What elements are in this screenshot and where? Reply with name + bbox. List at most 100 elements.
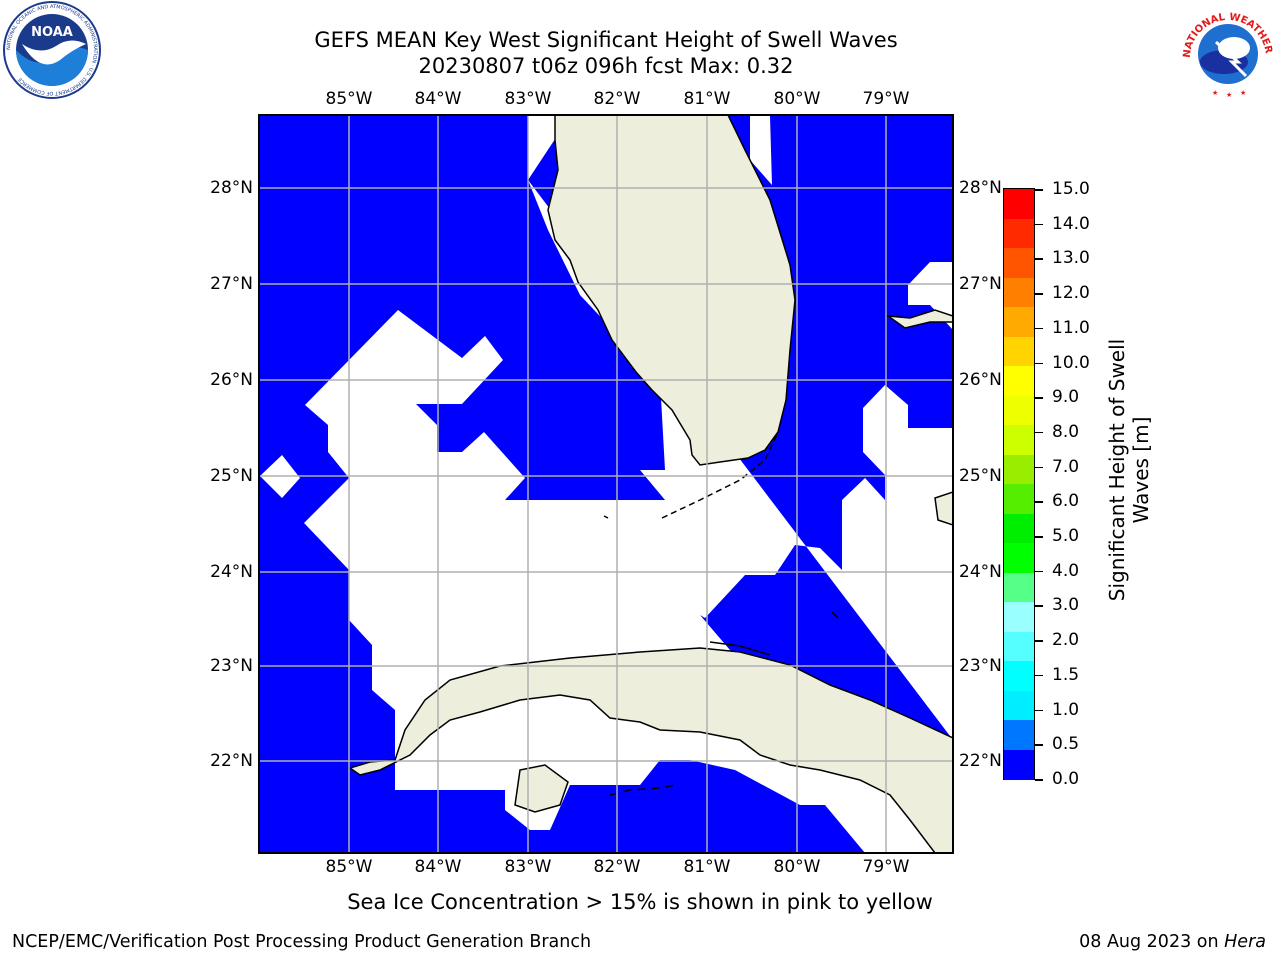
- lat-label-left: 23°N: [210, 656, 253, 676]
- svg-text:★: ★: [1226, 91, 1232, 99]
- lat-label-left: 25°N: [210, 466, 253, 486]
- colorbar-tick: [1035, 536, 1043, 538]
- colorbar-tick: [1035, 674, 1043, 677]
- lat-label-left: 26°N: [210, 370, 253, 390]
- lat-label-left: 27°N: [210, 274, 253, 294]
- colorbar-segment: [1004, 661, 1034, 691]
- lat-label-left: 24°N: [210, 562, 253, 582]
- colorbar-segment: [1004, 189, 1034, 219]
- sea-ice-note: Sea Ice Concentration > 15% is shown in …: [347, 890, 933, 914]
- colorbar-segment: [1004, 484, 1034, 514]
- colorbar-tick: [1035, 362, 1043, 365]
- map-frame: [258, 114, 954, 854]
- colorbar-tick-label: 1.0: [1052, 699, 1080, 720]
- map-title: GEFS MEAN Key West Significant Height of…: [314, 28, 898, 52]
- svg-text:★: ★: [1240, 89, 1246, 97]
- colorbar-segment: [1004, 543, 1034, 573]
- colorbar-tick: [1035, 293, 1043, 295]
- colorbar-tick: [1035, 501, 1043, 503]
- colorbar-segment: [1004, 631, 1034, 662]
- florida-landmass: [547, 115, 796, 466]
- colorbar-tick-label: 1.5: [1052, 664, 1080, 685]
- noaa-logo-text: NOAA: [31, 25, 73, 40]
- footer-credit: NCEP/EMC/Verification Post Processing Pr…: [12, 932, 592, 952]
- colorbar-tick: [1035, 640, 1043, 642]
- lat-label-right: 23°N: [959, 656, 1002, 676]
- lat-label-right: 25°N: [959, 466, 1002, 486]
- colorbar-tick: [1035, 605, 1043, 607]
- lon-label-top: 85°W: [325, 89, 373, 109]
- noaa-logo-icon: NOAA NATIONAL OCEANIC AND ATMOSPHERIC AD…: [3, 1, 101, 99]
- lon-label-top: 82°W: [593, 89, 641, 109]
- colorbar-title: Significant Height of Swell Waves [m]: [1105, 338, 1153, 602]
- lon-label-bottom: 79°W: [862, 857, 910, 877]
- colorbar-tick-label: 15.0: [1052, 179, 1090, 199]
- colorbar-tick-label: 5.0: [1052, 526, 1080, 547]
- colorbar-tick-label: 6.0: [1052, 491, 1080, 512]
- colorbar-segment: [1004, 218, 1034, 249]
- colorbar-tick-label: 13.0: [1052, 248, 1090, 269]
- lon-label-bottom: 85°W: [325, 857, 373, 877]
- colorbar-tick-label: 11.0: [1052, 317, 1090, 338]
- colorbar-tick-label: 9.0: [1052, 387, 1080, 408]
- lon-label-bottom: 83°W: [504, 857, 552, 877]
- colorbar: [1003, 188, 1035, 780]
- colorbar-tick-label: 10.0: [1052, 352, 1090, 373]
- bahamas-grand: [885, 309, 953, 329]
- colorbar-segment: [1004, 425, 1034, 455]
- colorbar-segment: [1004, 277, 1034, 308]
- lon-label-bottom: 82°W: [593, 857, 641, 877]
- colorbar-tick: [1035, 570, 1043, 573]
- colorbar-tick: [1035, 466, 1043, 469]
- colorbar-tick: [1035, 397, 1043, 399]
- colorbar-tick: [1035, 709, 1043, 712]
- colorbar-segment: [1004, 395, 1034, 426]
- lon-label-top: 81°W: [683, 89, 731, 109]
- colorbar-segment: [1004, 307, 1034, 337]
- lat-label-right: 28°N: [959, 178, 1002, 198]
- colorbar-segment: [1004, 602, 1034, 632]
- colorbar-segment: [1004, 749, 1034, 780]
- colorbar-segment: [1004, 454, 1034, 485]
- colorbar-segment: [1004, 513, 1034, 544]
- colorbar-segment: [1004, 572, 1034, 603]
- colorbar-tick: [1035, 258, 1043, 260]
- colorbar-tick-label: 2.0: [1052, 630, 1080, 651]
- lat-label-left: 22°N: [210, 751, 253, 771]
- colorbar-segment: [1004, 366, 1034, 396]
- bahamas-andros: [934, 491, 953, 526]
- lon-label-top: 84°W: [414, 89, 462, 109]
- colorbar-tick: [1035, 744, 1043, 746]
- lon-label-top: 80°W: [773, 89, 821, 109]
- lon-label-bottom: 80°W: [773, 857, 821, 877]
- nws-logo-icon: NATIONAL WEATHER SERVICE ★ ★ ★: [1176, 2, 1276, 100]
- colorbar-tick-label: 14.0: [1052, 213, 1090, 234]
- land-areas: [348, 115, 953, 853]
- colorbar-tick: [1035, 431, 1043, 434]
- colorbar-segment: [1004, 248, 1034, 278]
- lat-label-right: 22°N: [959, 751, 1002, 771]
- cuba-landmass: [348, 647, 953, 853]
- lon-label-top: 83°W: [504, 89, 552, 109]
- colorbar-tick: [1035, 779, 1043, 781]
- lat-label-left: 28°N: [210, 178, 253, 198]
- lat-label-right: 26°N: [959, 370, 1002, 390]
- colorbar-tick-label: 0.5: [1052, 734, 1080, 755]
- lon-label-bottom: 84°W: [414, 857, 462, 877]
- colorbar-tick: [1035, 327, 1043, 330]
- footer-date: 08 Aug 2023 on Hera: [1079, 932, 1266, 952]
- colorbar-tick-label: 8.0: [1052, 421, 1080, 442]
- colorbar-segment: [1004, 720, 1034, 750]
- lon-label-bottom: 81°W: [683, 857, 731, 877]
- lat-label-right: 24°N: [959, 562, 1002, 582]
- lat-label-right: 27°N: [959, 274, 1002, 294]
- colorbar-tick-label: 0.0: [1052, 769, 1080, 789]
- svg-text:★: ★: [1212, 89, 1218, 97]
- colorbar-tick-label: 12.0: [1052, 283, 1090, 304]
- colorbar-tick-label: 4.0: [1052, 560, 1080, 581]
- lon-label-top: 79°W: [862, 89, 910, 109]
- colorbar-segment: [1004, 336, 1034, 367]
- forecast-info: 20230807 t06z 096h fcst Max: 0.32: [418, 54, 794, 78]
- colorbar-tick-label: 7.0: [1052, 456, 1080, 477]
- colorbar-tick: [1035, 223, 1043, 226]
